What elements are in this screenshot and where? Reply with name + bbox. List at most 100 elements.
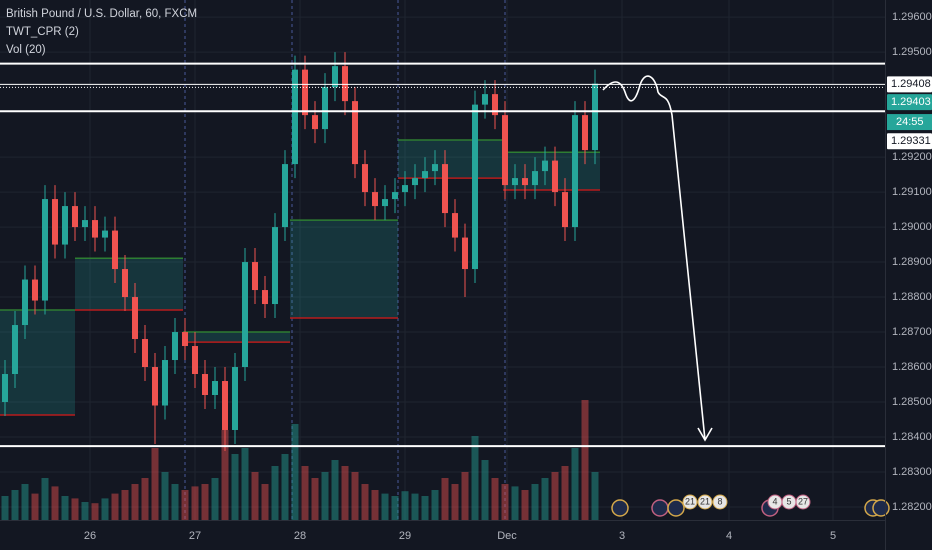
volume-bar [91,503,99,520]
volume-bar [181,490,189,520]
candle-body [142,339,148,368]
candle-body [202,374,208,396]
candle-body [442,164,448,214]
candle-body [272,227,278,305]
event-icon[interactable] [712,494,728,510]
candle-body [312,115,318,130]
candle-body [2,374,8,403]
x-tick-label: 3 [619,530,625,542]
cpr-band [0,309,75,415]
volume-bar [1,496,9,520]
volume-bar [211,478,219,520]
x-tick-label: 29 [399,530,411,542]
event-icon[interactable] [651,499,669,517]
volume-bar [471,436,479,520]
y-tick-label: 1.28800 [892,291,932,303]
event-icon[interactable] [795,494,811,510]
level-tag-box [887,76,932,93]
event-icon[interactable] [872,499,890,517]
event-count: 21 [700,496,710,506]
candle-body [422,171,428,179]
volume-bar [81,502,89,520]
volume-bar [381,493,389,520]
candle-body [212,381,218,396]
candle-body [332,66,338,88]
cpr-band [398,139,503,179]
candle-body [92,220,98,238]
volume-bar [411,493,419,520]
volume-bar [591,472,599,520]
candle-body [482,94,488,105]
x-tick-label: 5 [830,530,836,542]
indicator-label: TWT_CPR (2) [6,26,79,38]
candle-body [412,178,418,186]
candle-body [192,346,198,375]
candle-body [222,381,228,430]
event-icon[interactable] [667,499,685,517]
volume-bar [251,472,259,520]
volume-bar [561,466,569,520]
volume-bar [61,496,69,520]
candle-body [342,66,348,102]
volume-bar [451,484,459,520]
volume-bar [221,430,229,520]
volume-bar [581,400,589,520]
volume-bar [241,448,249,520]
candle-body [162,360,168,406]
volume-bar [341,466,349,520]
volume-bar [401,491,409,520]
candle-body [542,160,548,172]
volume-bar [111,493,119,520]
volume-bar [271,466,279,520]
volume-bar [431,490,439,520]
volume-bar [201,484,209,520]
candle-body [82,220,88,228]
cpr-band [290,220,398,319]
volume-bar [131,484,139,520]
event-count: 8 [717,496,722,506]
volume-bar [521,490,529,520]
event-count: 21 [685,496,695,506]
candle-body [32,279,38,301]
y-tick-label: 1.28400 [892,431,932,443]
event-icon[interactable] [611,499,629,517]
x-tick-label: 27 [189,530,201,542]
y-tick-label: 1.29200 [892,151,932,163]
volume-bar [41,478,49,520]
candle-body [182,332,188,347]
candle-body [502,115,508,186]
candle-body [102,230,108,238]
candle-body [322,87,328,130]
volume-bar [101,498,109,520]
candle-body [562,192,568,228]
event-icon[interactable] [697,494,713,510]
last-price-tag: 1.29403 [891,96,931,108]
y-tick-label: 1.29500 [892,46,932,58]
candle-body [372,192,378,207]
candle-body [12,325,18,375]
cpr-band [183,332,290,343]
cpr-band [503,152,600,190]
x-tick-label: Dec [497,530,517,542]
candle-body [62,206,68,245]
candle-body [402,185,408,193]
event-count: 5 [786,496,791,506]
volume-bar [261,484,269,520]
x-tick-label: 28 [294,530,306,542]
volume-bar [141,478,149,520]
volume-bar [501,484,509,520]
candle-body [172,332,178,361]
volume-bar [311,478,319,520]
candle-body [512,178,518,186]
y-tick-label: 1.29000 [892,221,932,233]
volume-bar [421,496,429,520]
last-price-tag-box [887,94,932,111]
candle-body [462,237,468,270]
event-icon[interactable] [682,494,698,510]
volume-bar [571,448,579,520]
candle-body [472,104,478,270]
event-count: 4 [772,496,777,506]
candle-body [42,199,48,301]
candle-body [72,206,78,228]
